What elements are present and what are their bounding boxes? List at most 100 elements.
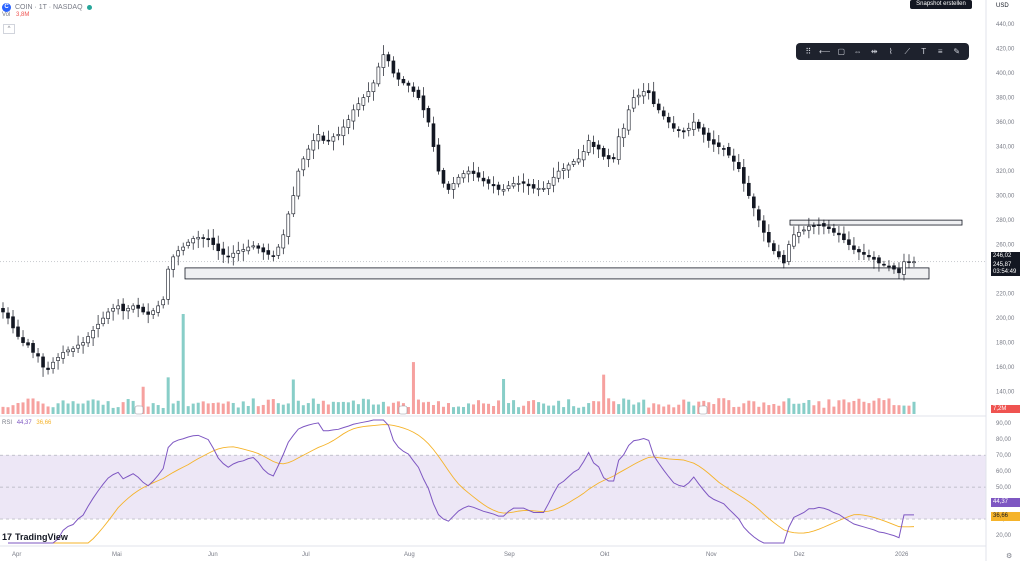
time-axis-label: Nov [706,552,717,558]
price-axis-label: 360,00 [996,120,1015,126]
time-axis-label: Aug [404,552,415,558]
volume-bar [56,403,60,414]
symbol-label[interactable]: COIN · 1T · NASDAQ [15,3,83,11]
candle-body [436,144,441,172]
candle-body [256,245,261,249]
collapse-legend-button[interactable]: ^ [3,24,15,34]
fib-icon[interactable]: ≡ [937,47,943,56]
candle-body [716,142,721,147]
candle-body [726,146,731,156]
candle-body [862,252,866,255]
path-icon[interactable]: ⌇ [888,47,893,56]
tradingview-logo[interactable]: 17 TradingView [2,532,68,542]
volume-bar [872,400,876,414]
candle-body [196,236,201,240]
price-axis-label: 320,00 [996,169,1015,175]
volume-bar [787,398,791,414]
rsi-axis-label: 20,00 [996,533,1012,539]
rectangle-icon[interactable]: ▢ [837,47,846,56]
candle-body [261,247,266,253]
candle-body [136,304,140,309]
price-axis-label: 220,00 [996,292,1015,298]
volume-bar [91,399,95,414]
support-zone-box [184,267,930,280]
candle-body [691,121,696,130]
rsi-line [8,419,914,544]
volume-bar [462,406,466,414]
volume-bar [847,402,851,414]
candle-body [146,311,150,315]
price-axis-label: 140,00 [996,390,1015,396]
candle-body [96,323,100,329]
volume-bar [406,407,410,414]
tradingview-name: TradingView [15,532,68,542]
candle-body [246,246,251,252]
volume-bar [161,407,165,414]
volume-bar [336,402,340,414]
volume-bar [16,403,20,414]
volume-bar [472,404,476,414]
candle-body [341,126,346,137]
volume-bar [892,405,896,414]
currency-label[interactable]: USD [996,3,1009,9]
candle-body [631,97,636,109]
volume-bar [416,399,420,414]
volume-bar [667,404,671,414]
candle-body [757,209,761,221]
settings-gear-icon[interactable]: ⚙ [1006,553,1013,560]
drawing-toolbar[interactable]: ⠿ ⟵ ▢ ⇔ ⇹ ⌇ ⟋ T ≡ ✎ [796,43,969,60]
measure-icon[interactable]: ⇹ [870,47,878,56]
time-axis-label: Mai [112,552,122,558]
volume-bar [737,406,741,414]
candle-body [311,140,316,151]
text-icon[interactable]: T [921,47,927,56]
volume-bar [572,406,576,414]
volume-bar [196,402,200,414]
candle-body [206,238,211,241]
candle-body [641,91,646,97]
rsi-ma-value: 36,66 [36,420,52,426]
volume-bar [672,407,676,414]
volume-bar [71,401,75,414]
rsi-legend[interactable]: RSI 44,37 36,66 [2,420,51,426]
candle-body [656,103,661,111]
candle-body [331,136,336,142]
candle-body [216,243,221,252]
horizontal-line-icon[interactable]: ⟵ [819,47,831,56]
volume-bar [852,400,856,414]
volume-bar [622,398,626,414]
candle-body [416,89,421,98]
volume-bar [356,404,360,414]
volume-bar [346,402,350,414]
volume-bar [682,399,686,414]
brush-icon[interactable]: ✎ [953,47,961,56]
snapshot-button[interactable]: Snapshot erstellen [910,0,972,9]
candle-body [566,164,571,171]
volume-bar [306,403,310,414]
volume-legend[interactable]: Vol 3,8M [2,12,29,18]
volume-bar [857,398,861,414]
symbol-header[interactable]: C COIN · 1T · NASDAQ [2,1,99,13]
candle-body [336,134,341,137]
candle-body [827,226,831,229]
volume-bar [431,405,435,414]
volume-bar [151,403,155,414]
candle-body [626,109,631,131]
time-axis[interactable]: Apr Mai Jun Jul Aug Sep Okt Nov Dez 2026 [12,552,909,558]
volume-bar [371,404,375,414]
range-icon[interactable]: ⇔ [853,47,862,56]
candle-body [897,268,901,274]
volume-bar [426,401,430,414]
candle-body [621,127,626,139]
candle-body [326,139,331,142]
volume-bar [146,406,150,414]
grip-icon[interactable]: ⠿ [805,47,812,56]
volume-bar [612,401,616,414]
volume-bar [241,401,245,414]
trendline-icon[interactable]: ⟋ [904,46,911,56]
volume-bar [26,398,30,414]
candle-body [772,243,776,252]
drawn-zones[interactable] [184,219,963,280]
